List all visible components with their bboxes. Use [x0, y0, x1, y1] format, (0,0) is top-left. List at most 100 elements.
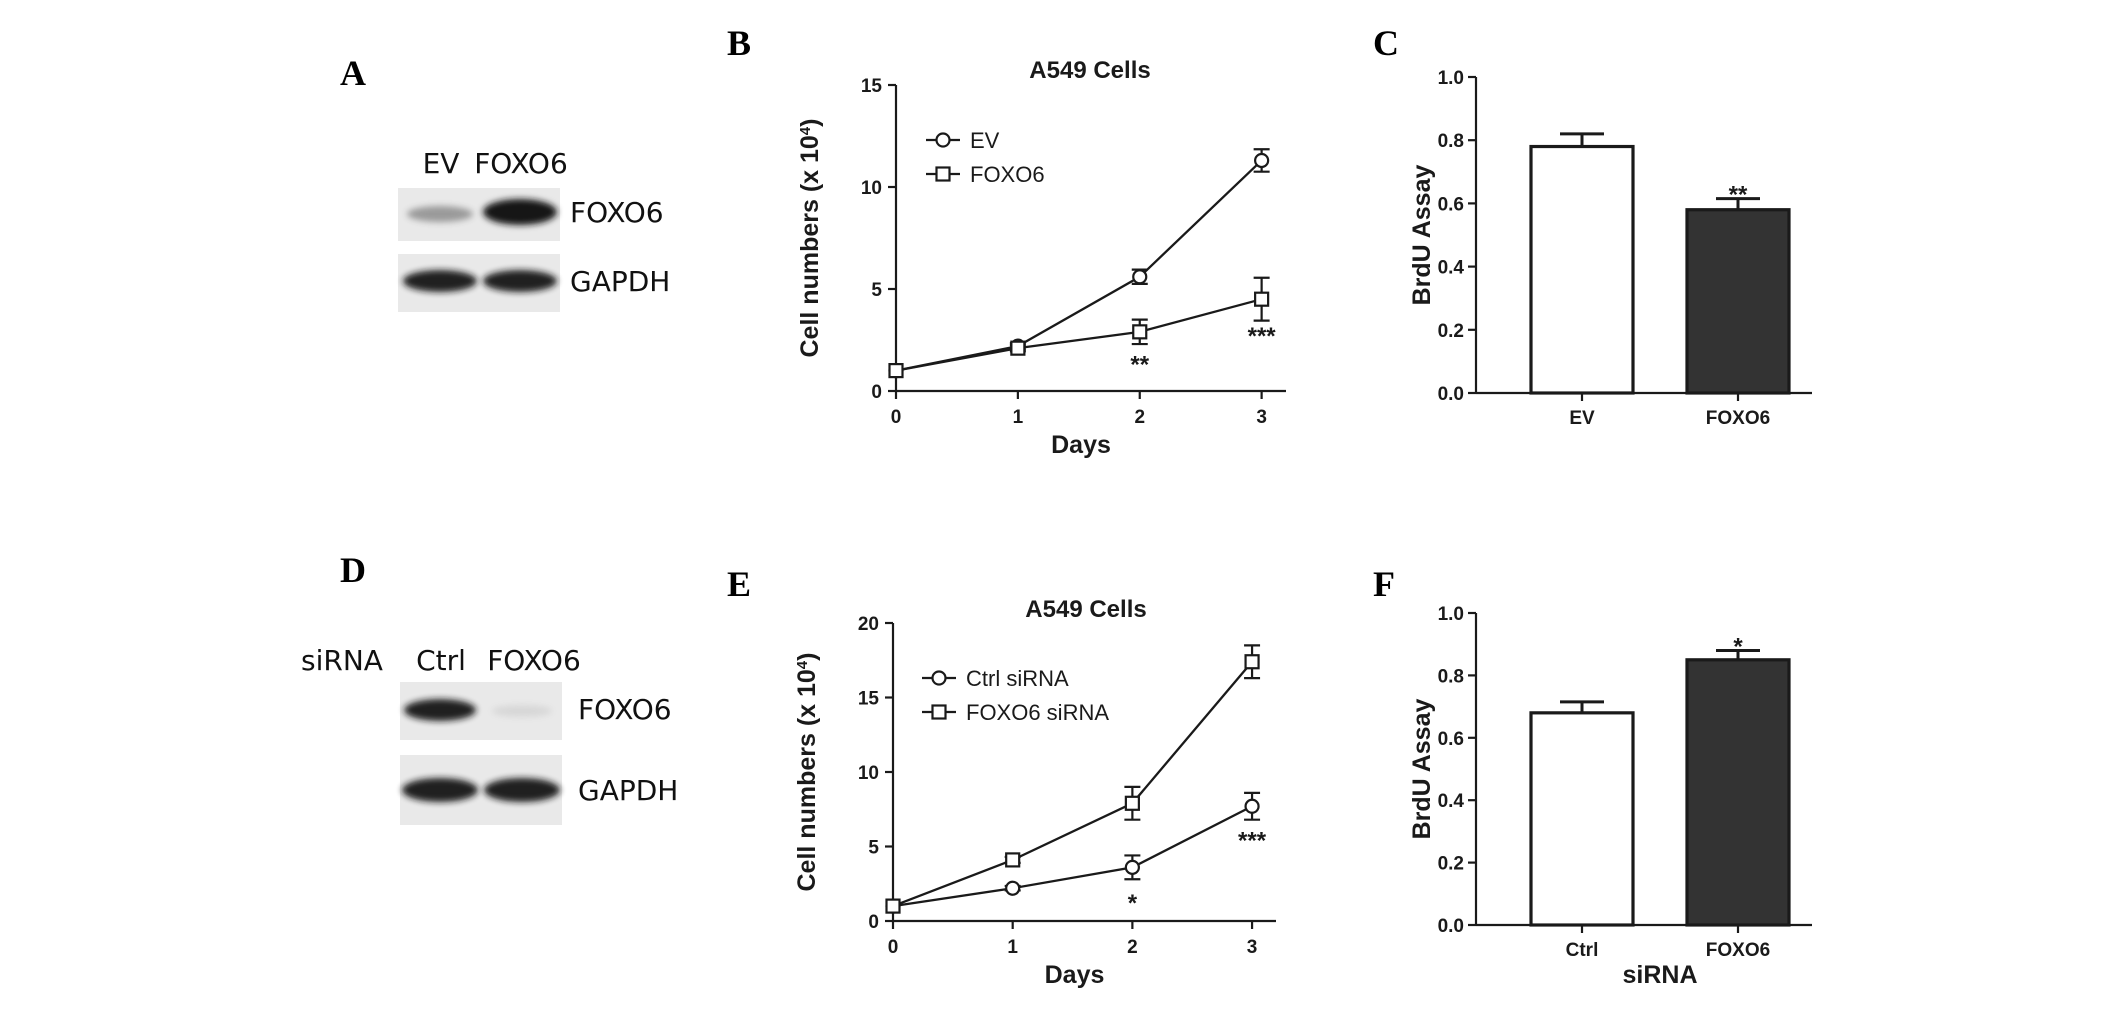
x-tick-label: EV — [1569, 408, 1595, 429]
y-tick-label: 5 — [868, 838, 879, 859]
y-tick-label: 15 — [861, 76, 883, 97]
significance-marker: ** — [1729, 182, 1748, 209]
legend-marker — [931, 670, 947, 686]
blot-protein-label: FOXO6 — [578, 693, 672, 726]
bar — [1685, 658, 1791, 927]
blot-lane-label: FOXO6 — [487, 644, 581, 677]
data-point — [1124, 795, 1140, 811]
western-blot-a: EV FOXO6 FOXO6 GAPDH — [398, 147, 670, 312]
y-tick-label: 15 — [858, 689, 880, 710]
blot-protein-label: GAPDH — [578, 774, 678, 807]
legend-marker — [935, 166, 951, 182]
y-axis-label: Cell numbers (x 104) — [796, 119, 824, 358]
x-tick-label: 3 — [1256, 407, 1267, 428]
x-axis-label: Days — [1045, 961, 1105, 989]
data-point — [1132, 269, 1148, 285]
growth-chart-e: A549 Cells 0 5 10 15 20 0 1 2 3 Days Cell numbers (… — [793, 596, 1276, 989]
x-tick-label: 0 — [891, 407, 902, 428]
y-axis-label: BrdU Assay — [1408, 165, 1436, 306]
y-tick-label: 0.0 — [1438, 384, 1464, 405]
bar — [1529, 711, 1635, 927]
data-point — [1244, 798, 1260, 814]
x-tick-label: 1 — [1013, 407, 1024, 428]
data-point — [1010, 340, 1026, 356]
data-point — [888, 363, 904, 379]
x-tick-label: FOXO6 — [1706, 940, 1770, 961]
x-tick-label: 2 — [1134, 407, 1145, 428]
western-blot-d: siRNA Ctrl FOXO6 FOXO6 GAPDH — [301, 644, 678, 825]
data-point — [1254, 291, 1270, 307]
legend-label: EV — [970, 128, 1000, 153]
y-tick-label: 0.8 — [1438, 666, 1464, 687]
blot-band — [492, 705, 552, 717]
blot-protein-label: FOXO6 — [570, 196, 664, 229]
blot-row-label: siRNA — [301, 644, 383, 677]
panel-letter-c: C — [1373, 23, 1399, 63]
x-tick-label: 0 — [888, 937, 899, 958]
legend-label: Ctrl siRNA — [966, 666, 1069, 691]
blot-band — [483, 270, 557, 292]
data-point — [1124, 859, 1140, 875]
y-axis-label: BrdU Assay — [1408, 699, 1436, 840]
y-tick-label: 1.0 — [1438, 68, 1464, 89]
x-tick-label: Ctrl — [1566, 940, 1599, 961]
legend-label: FOXO6 siRNA — [966, 700, 1109, 725]
significance-marker: ** — [1130, 351, 1149, 378]
blot-band — [407, 206, 473, 222]
panel-letter-b: B — [727, 23, 751, 63]
y-tick-label: 0 — [871, 382, 882, 403]
legend-marker — [935, 132, 951, 148]
brdu-chart-c: 0.0 0.2 0.4 0.6 0.8 1.0 BrdU Assay EV FOXO6 ** — [1408, 68, 1812, 429]
x-axis-label: siRNA — [1622, 961, 1697, 989]
series-line — [892, 660, 1253, 908]
significance-marker: * — [1128, 890, 1138, 917]
blot-band — [483, 199, 557, 225]
y-tick-label: 5 — [871, 280, 882, 301]
y-tick-label: 0.6 — [1438, 194, 1464, 215]
blot-lane-label: FOXO6 — [474, 147, 568, 180]
x-tick-label: 3 — [1247, 937, 1258, 958]
panel-letter-d: D — [340, 550, 366, 590]
blot-lane-label: Ctrl — [416, 644, 466, 677]
panel-letter-a: A — [340, 53, 366, 93]
data-point — [1244, 654, 1260, 670]
chart-title: A549 Cells — [1025, 596, 1146, 623]
y-tick-label: 1.0 — [1438, 604, 1464, 625]
blot-lane-label: EV — [423, 147, 460, 180]
data-point — [1132, 324, 1148, 340]
legend-marker — [931, 704, 947, 720]
data-point — [885, 898, 901, 914]
blot-band — [404, 699, 476, 721]
y-tick-label: 0.2 — [1438, 321, 1464, 342]
chart-title: A549 Cells — [1029, 57, 1150, 84]
y-tick-label: 0.4 — [1438, 791, 1465, 812]
y-tick-label: 0.4 — [1438, 258, 1465, 279]
panel-letter-e: E — [727, 564, 751, 604]
series-line — [895, 298, 1262, 372]
bar — [1529, 144, 1635, 395]
significance-marker: *** — [1248, 323, 1277, 350]
bar — [1685, 208, 1791, 395]
data-point — [1254, 152, 1270, 169]
x-tick-label: 1 — [1007, 937, 1018, 958]
y-tick-label: 0.2 — [1438, 854, 1464, 875]
y-tick-label: 0.0 — [1438, 916, 1464, 937]
data-point — [1005, 880, 1021, 896]
significance-marker: *** — [1238, 828, 1267, 855]
y-tick-label: 20 — [858, 614, 879, 635]
blot-band — [484, 778, 560, 802]
brdu-chart-f: 0.0 0.2 0.4 0.6 0.8 1.0 BrdU Assay Ctrl FOXO6 * si… — [1408, 604, 1812, 989]
data-point — [1005, 852, 1021, 868]
blot-band — [403, 270, 477, 292]
blot-protein-label: GAPDH — [570, 265, 670, 298]
growth-chart-b: A549 Cells 0 5 10 15 0 1 2 3 Days Cell numbers (x … — [796, 57, 1286, 459]
y-axis-label: Cell numbers (x 104) — [793, 653, 821, 892]
x-tick-label: FOXO6 — [1706, 408, 1770, 429]
panel-letter-f: F — [1373, 564, 1395, 604]
y-tick-label: 10 — [861, 178, 882, 199]
y-tick-label: 0.6 — [1438, 729, 1464, 750]
blot-band — [402, 778, 478, 802]
y-tick-label: 0 — [868, 912, 879, 933]
legend-label: FOXO6 — [970, 162, 1045, 187]
